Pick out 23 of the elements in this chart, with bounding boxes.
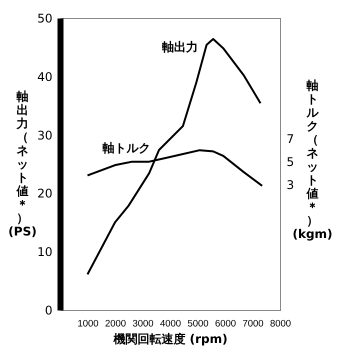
- x-tick-label: 1000: [77, 318, 99, 330]
- text: 軸出力（ネット値＊）(PS): [8, 90, 37, 238]
- x-tick-label: 7000: [242, 318, 264, 330]
- y-tick-label: 10: [37, 245, 52, 260]
- line-series: [86, 38, 262, 276]
- y-tick-label: 40: [37, 70, 52, 84]
- x-tick-label: 8000: [270, 318, 292, 330]
- series-label: 軸トルク: [102, 141, 151, 156]
- y-tick-label: 0: [44, 304, 52, 318]
- y2-tick-label: 5: [286, 155, 294, 170]
- x-tick-label: 2000: [104, 318, 126, 330]
- x-tick-label: 4000: [160, 318, 182, 330]
- y-tick-label: 30: [37, 128, 52, 142]
- series-label: 軸出力: [161, 40, 198, 54]
- x-tick-label: 5000: [187, 318, 209, 330]
- y2-tick-label: 3: [286, 178, 294, 192]
- y-tick-label: 50: [37, 12, 52, 26]
- x-tick-label: 6000: [214, 318, 236, 330]
- y-tick-label: 20: [37, 186, 52, 201]
- x-tick-label: 3000: [132, 318, 154, 330]
- x-axis-title: 機関回転速度 (rpm): [112, 332, 228, 346]
- y2-tick-label: 7: [286, 132, 294, 146]
- text: 軸トルク（ネット値＊）(kgm): [292, 78, 333, 241]
